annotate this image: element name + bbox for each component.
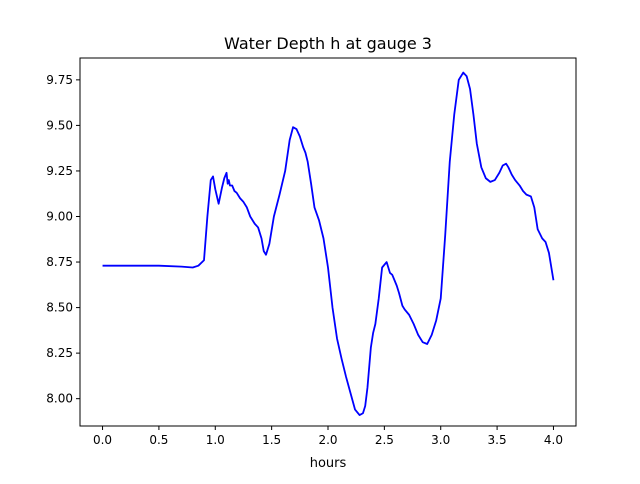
y-tick-label: 8.75 [46,255,73,269]
x-tick-label: 1.0 [206,433,225,447]
x-tick-label: 2.5 [375,433,394,447]
chart-title: Water Depth h at gauge 3 [224,34,432,53]
x-tick-label: 0.0 [93,433,112,447]
x-tick-label: 3.5 [488,433,507,447]
x-axis: 0.0 0.5 1.0 1.5 2.0 2.5 3.0 3.5 4.0 [93,426,563,447]
x-tick-label: 1.5 [262,433,281,447]
y-tick-label: 9.75 [46,73,73,87]
y-tick-label: 9.00 [46,209,73,223]
series-line [102,71,555,416]
x-tick-label: 4.0 [544,433,563,447]
y-tick-label: 8.50 [46,301,73,315]
y-tick-label: 9.25 [46,164,73,178]
x-axis-label: hours [310,456,347,471]
y-axis: 8.00 8.25 8.50 8.75 9.00 9.25 9.50 9.75 [46,73,80,406]
y-tick-label: 8.00 [46,392,73,406]
y-tick-label: 8.25 [46,346,73,360]
x-tick-label: 2.0 [318,433,337,447]
x-tick-label: 0.5 [149,433,168,447]
x-tick-label: 3.0 [431,433,450,447]
y-tick-label: 9.50 [46,118,73,132]
